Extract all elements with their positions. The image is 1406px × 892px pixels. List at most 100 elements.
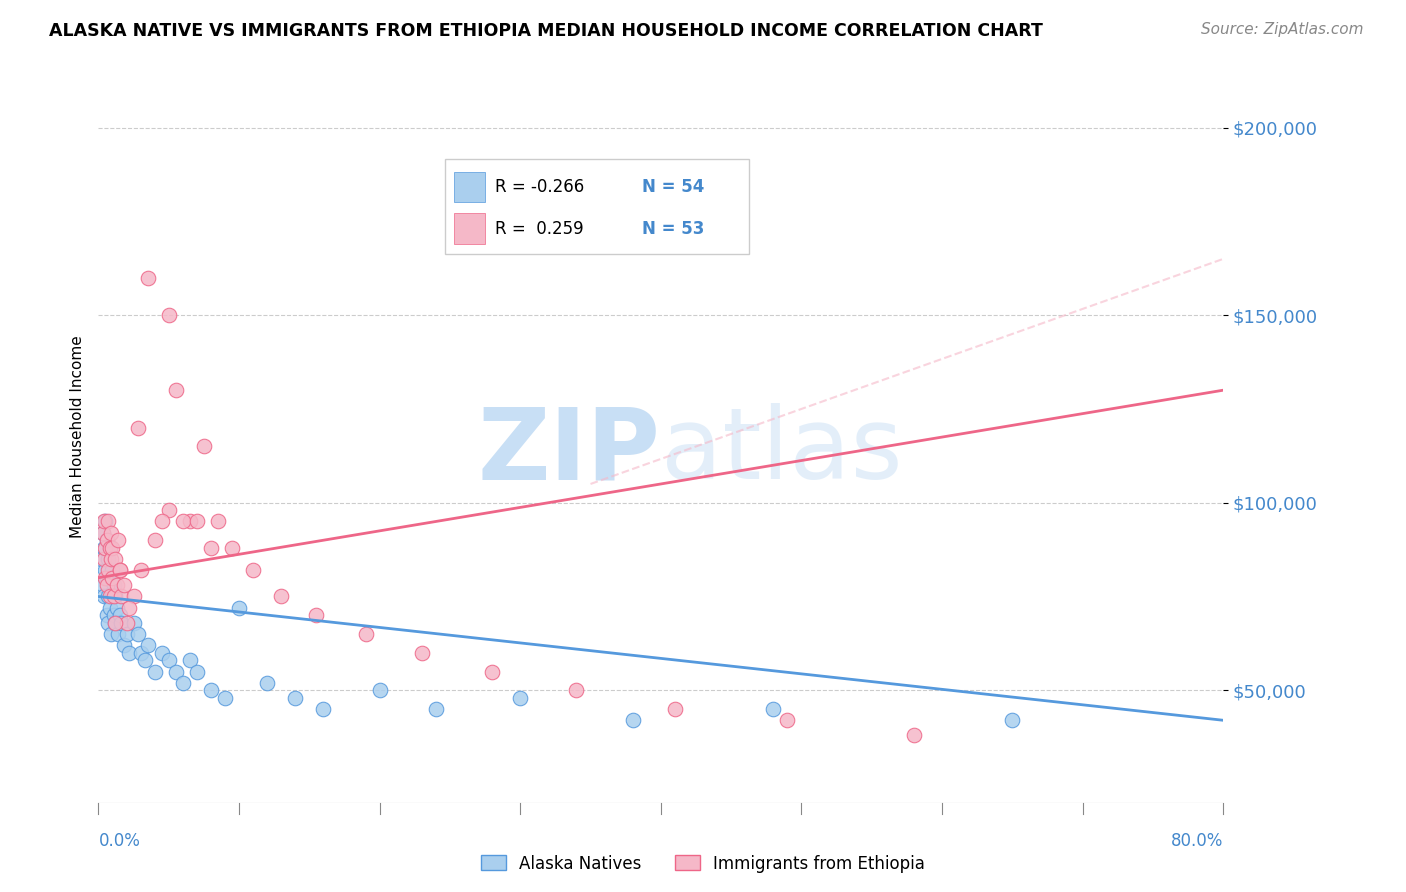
Point bbox=[368, 683, 391, 698]
Point bbox=[96, 571, 118, 585]
Point bbox=[93, 541, 115, 555]
Point bbox=[127, 627, 149, 641]
Point bbox=[107, 627, 129, 641]
Point bbox=[98, 541, 121, 555]
Point bbox=[115, 627, 138, 641]
Point bbox=[98, 600, 121, 615]
Point bbox=[150, 646, 173, 660]
Point bbox=[110, 590, 132, 604]
Point bbox=[91, 525, 114, 540]
Point bbox=[97, 615, 120, 630]
Point bbox=[214, 690, 236, 705]
Point bbox=[93, 552, 115, 566]
Point bbox=[101, 563, 124, 577]
Point bbox=[90, 552, 112, 566]
FancyBboxPatch shape bbox=[454, 213, 485, 244]
Text: R = -0.266: R = -0.266 bbox=[495, 178, 585, 196]
Point bbox=[134, 653, 156, 667]
Point bbox=[96, 533, 118, 548]
Point bbox=[172, 515, 194, 529]
Point bbox=[425, 702, 447, 716]
Point bbox=[221, 541, 243, 555]
Point bbox=[118, 600, 141, 615]
Point bbox=[112, 578, 135, 592]
Point bbox=[108, 608, 131, 623]
Point bbox=[107, 533, 129, 548]
Point bbox=[157, 653, 180, 667]
Point bbox=[105, 578, 128, 592]
Point bbox=[179, 653, 201, 667]
Point bbox=[98, 590, 121, 604]
Point bbox=[200, 541, 222, 555]
Point bbox=[118, 646, 141, 660]
Point bbox=[97, 552, 120, 566]
Point bbox=[284, 690, 307, 705]
Point bbox=[100, 571, 122, 585]
Point bbox=[270, 590, 292, 604]
Point bbox=[104, 615, 127, 630]
Point bbox=[150, 515, 173, 529]
Point bbox=[143, 533, 166, 548]
Point bbox=[143, 665, 166, 679]
Point bbox=[96, 533, 118, 548]
Point bbox=[103, 608, 125, 623]
Point bbox=[94, 515, 117, 529]
Point bbox=[256, 675, 278, 690]
Point bbox=[762, 702, 785, 716]
Point bbox=[93, 590, 115, 604]
Legend: Alaska Natives, Immigrants from Ethiopia: Alaska Natives, Immigrants from Ethiopia bbox=[474, 848, 932, 880]
Point bbox=[509, 690, 531, 705]
Text: 0.0%: 0.0% bbox=[98, 832, 141, 850]
Point bbox=[93, 515, 115, 529]
Point bbox=[193, 440, 215, 454]
Point bbox=[172, 675, 194, 690]
Point bbox=[122, 590, 145, 604]
Point bbox=[104, 615, 127, 630]
Point bbox=[105, 600, 128, 615]
Point bbox=[94, 541, 117, 555]
Point bbox=[100, 627, 122, 641]
Text: ZIP: ZIP bbox=[478, 403, 661, 500]
Text: ALASKA NATIVE VS IMMIGRANTS FROM ETHIOPIA MEDIAN HOUSEHOLD INCOME CORRELATION CH: ALASKA NATIVE VS IMMIGRANTS FROM ETHIOPI… bbox=[49, 22, 1043, 40]
Point bbox=[100, 525, 122, 540]
Point bbox=[98, 541, 121, 555]
Point bbox=[100, 552, 122, 566]
Point bbox=[228, 600, 250, 615]
Point bbox=[101, 571, 124, 585]
Point bbox=[165, 383, 187, 397]
Point bbox=[94, 563, 117, 577]
Point bbox=[621, 713, 644, 727]
Point bbox=[96, 608, 118, 623]
Point bbox=[97, 590, 120, 604]
Point bbox=[122, 615, 145, 630]
Point bbox=[186, 515, 208, 529]
Point bbox=[103, 578, 125, 592]
Point bbox=[115, 615, 138, 630]
Point bbox=[565, 177, 588, 191]
Text: N = 54: N = 54 bbox=[641, 178, 704, 196]
Point bbox=[136, 270, 159, 285]
Point bbox=[108, 563, 131, 577]
Point bbox=[112, 638, 135, 652]
Point bbox=[242, 563, 264, 577]
Point bbox=[305, 608, 328, 623]
FancyBboxPatch shape bbox=[444, 159, 748, 254]
Point bbox=[91, 578, 114, 592]
Text: N = 53: N = 53 bbox=[641, 219, 704, 237]
Point bbox=[165, 665, 187, 679]
Point bbox=[97, 515, 120, 529]
Point bbox=[565, 683, 588, 698]
Point bbox=[157, 308, 180, 322]
Point bbox=[127, 420, 149, 434]
Point bbox=[91, 525, 114, 540]
Y-axis label: Median Household Income: Median Household Income bbox=[69, 335, 84, 539]
Point bbox=[664, 702, 686, 716]
Point bbox=[157, 503, 180, 517]
Point bbox=[101, 586, 124, 600]
Point bbox=[94, 571, 117, 585]
Point bbox=[411, 646, 433, 660]
Point bbox=[104, 590, 127, 604]
Point bbox=[179, 515, 201, 529]
Text: R =  0.259: R = 0.259 bbox=[495, 219, 583, 237]
FancyBboxPatch shape bbox=[454, 171, 485, 202]
